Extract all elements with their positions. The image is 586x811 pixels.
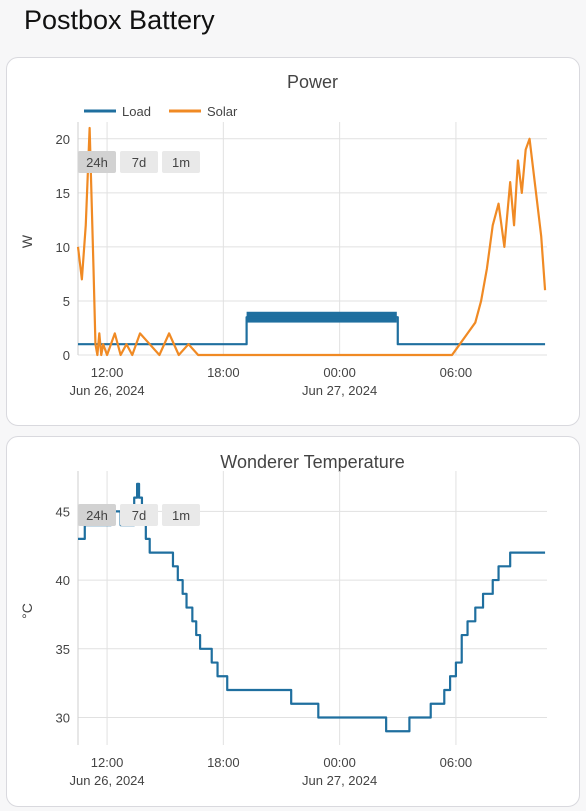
range-button-label[interactable]: 1m (172, 508, 190, 523)
y-tick-label: 10 (56, 240, 70, 255)
y-tick-label: 5 (63, 294, 70, 309)
temperature-chart: Wonderer Temperature 30 35 40 45 12:00 Jun 26,… (19, 452, 547, 788)
range-button-label[interactable]: 24h (86, 155, 108, 170)
chart-title: Wonderer Temperature (220, 452, 404, 472)
range-button-7d[interactable]: 7d (120, 151, 158, 173)
legend-label-load: Load (122, 104, 151, 119)
x-tick-sublabel: Jun 27, 2024 (302, 773, 377, 788)
x-tick-label: 12:00 (91, 365, 124, 380)
temperature-chart-card: Wonderer Temperature 30 35 40 45 12:00 Jun 26,… (6, 436, 580, 807)
range-button-label[interactable]: 7d (132, 155, 146, 170)
x-tick-label: 00:00 (323, 755, 356, 770)
range-button-24h[interactable]: 24h (78, 151, 116, 173)
y-tick-label: 45 (56, 504, 70, 519)
range-button-bg[interactable] (78, 504, 116, 526)
y-tick-label: 30 (56, 711, 70, 726)
y-tick-label: 15 (56, 186, 70, 201)
y-tick-label: 35 (56, 642, 70, 657)
chart-title: Power (287, 72, 338, 92)
x-tick-sublabel: Jun 27, 2024 (302, 383, 377, 398)
series-line-solar (76, 126, 547, 357)
y-axis-label: °C (19, 603, 35, 619)
series-line-load (78, 316, 546, 346)
y-tick-label: 0 (63, 348, 70, 363)
range-button-7d[interactable]: 7d (120, 504, 158, 526)
y-tick-label: 40 (56, 573, 70, 588)
range-button-bg[interactable] (120, 504, 158, 526)
page-title: Postbox Battery (24, 5, 215, 35)
series-line-temperature (78, 482, 546, 733)
range-button-label[interactable]: 7d (132, 508, 146, 523)
power-chart: Power Load Solar 0 5 10 15 20 12:00 Jun 26, 2024 1… (19, 72, 547, 398)
legend-label-solar: Solar (207, 104, 238, 119)
x-tick-label: 18:00 (207, 755, 240, 770)
power-chart-card: Power Load Solar 0 5 10 15 20 12:00 Jun 26, 2024 1… (6, 57, 580, 426)
x-tick-label: 12:00 (91, 755, 124, 770)
range-button-label[interactable]: 24h (86, 508, 108, 523)
range-button-bg[interactable] (78, 151, 116, 173)
x-tick-label: 06:00 (440, 365, 473, 380)
range-button-bg[interactable] (162, 504, 200, 526)
range-button-bg[interactable] (162, 151, 200, 173)
x-tick-label: 00:00 (323, 365, 356, 380)
range-button-bg[interactable] (120, 151, 158, 173)
x-tick-sublabel: Jun 26, 2024 (69, 383, 144, 398)
range-button-1m[interactable]: 1m (162, 504, 200, 526)
range-button-24h[interactable]: 24h (78, 504, 116, 526)
range-button-label[interactable]: 1m (172, 155, 190, 170)
y-tick-label: 20 (56, 132, 70, 147)
x-tick-sublabel: Jun 26, 2024 (69, 773, 144, 788)
x-tick-label: 18:00 (207, 365, 240, 380)
range-button-1m[interactable]: 1m (162, 151, 200, 173)
y-axis-label: W (19, 234, 35, 248)
x-tick-label: 06:00 (440, 755, 473, 770)
